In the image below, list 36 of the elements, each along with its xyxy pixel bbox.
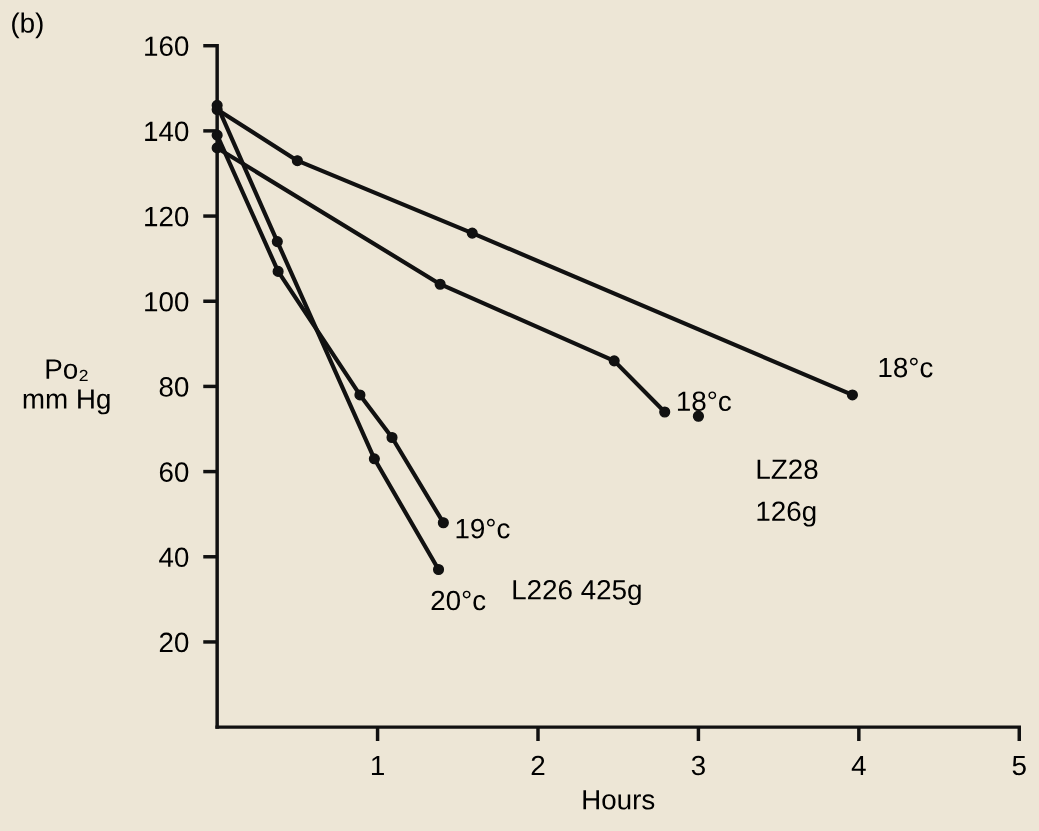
y-tick-label: 40 — [159, 547, 189, 568]
series-label: 20°c — [431, 590, 486, 611]
point — [432, 563, 445, 576]
point — [386, 431, 398, 444]
point — [434, 278, 446, 290]
y-tick-label: 80 — [159, 377, 189, 397]
series-label: 19°c — [456, 518, 510, 539]
point — [291, 155, 303, 167]
y-tick-label: 60 — [159, 462, 189, 482]
point — [354, 389, 366, 401]
point — [272, 265, 284, 277]
y-tick-label: 100 — [145, 291, 189, 312]
point — [846, 389, 858, 401]
series-label: 18°c — [879, 357, 933, 378]
point — [608, 355, 620, 367]
series-label: 18°c — [677, 391, 731, 412]
y-tick-label: 160 — [145, 36, 189, 57]
point — [368, 453, 380, 465]
x-tick-label: 1 — [371, 755, 384, 776]
x-tick-label: 4 — [851, 755, 866, 776]
point — [659, 406, 671, 418]
x-tick-label: 3 — [691, 755, 705, 776]
x-axis-title: Hours — [583, 790, 655, 810]
point — [437, 517, 449, 529]
point — [271, 236, 283, 248]
annotation: L226 425g — [513, 579, 641, 606]
point — [466, 227, 478, 239]
text: (b) — [12, 12, 43, 39]
y-axis-title: Po₂ mm Hg — [23, 359, 110, 415]
y-tick-label: 120 — [145, 206, 189, 227]
point — [692, 410, 705, 422]
y-tick-label: 20 — [159, 632, 189, 653]
x-tick-label: 2 — [531, 755, 545, 776]
x-tick-label: 5 — [1012, 755, 1026, 776]
y-tick-label: 140 — [145, 121, 189, 142]
annotation: LZ28 126g — [757, 459, 818, 527]
